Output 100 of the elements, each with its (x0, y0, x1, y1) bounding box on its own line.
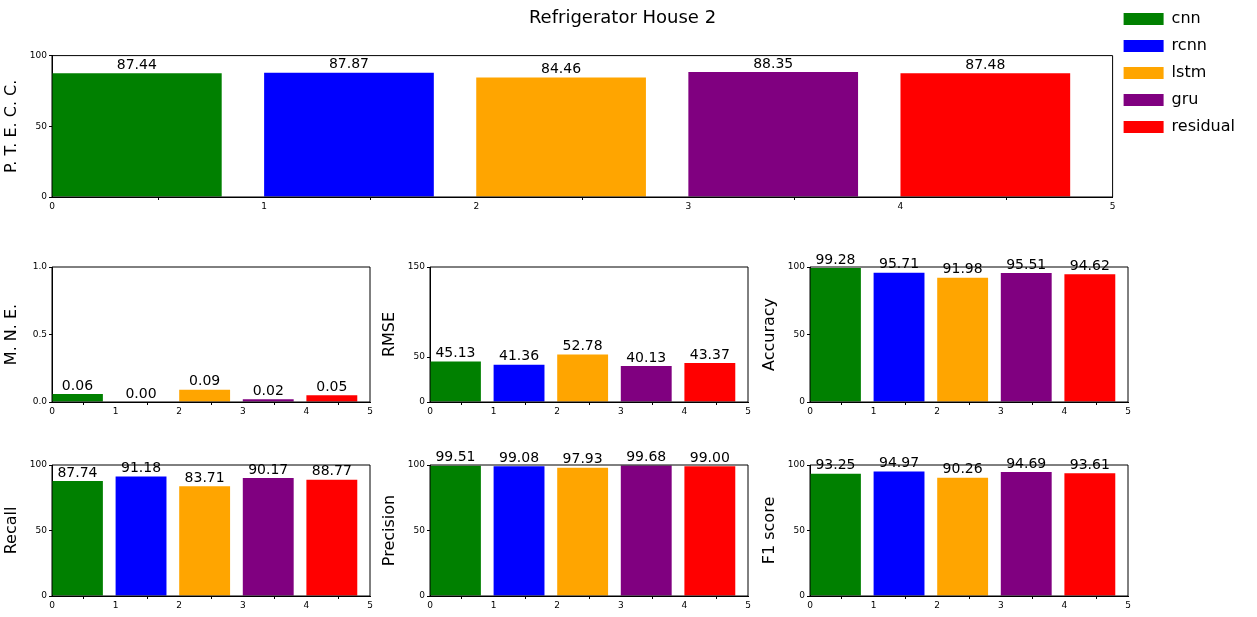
x-tick-label: 1 (870, 405, 877, 416)
y-axis-title: Precision (378, 494, 398, 567)
y-tick-label: 0 (41, 191, 48, 202)
x-tick-label: 2 (176, 599, 183, 610)
data-label: 99.00 (689, 448, 730, 465)
y-axis-title: Recall (0, 506, 20, 555)
x-tick-label: 5 (1109, 200, 1116, 211)
y-axis-title: Accuracy (758, 297, 778, 372)
y-tick-label: 0 (419, 396, 426, 407)
data-label: 87.87 (328, 55, 370, 72)
data-label: 41.36 (498, 347, 540, 364)
y-tick-label: 50 (793, 328, 806, 339)
bar (810, 473, 861, 596)
x-tick-label: 2 (176, 405, 183, 416)
x-tick-label: 1 (870, 599, 877, 610)
x-tick-label: 3 (239, 599, 246, 610)
y-tick-label: 50 (413, 351, 426, 362)
y-tick-label: 100 (787, 261, 806, 272)
bar (1064, 473, 1116, 596)
x-tick-label: 0 (807, 599, 814, 610)
x-tick-label: 3 (617, 405, 624, 416)
x-tick-label: 5 (745, 599, 751, 610)
data-label: 94.97 (878, 454, 920, 471)
y-tick-label: 0 (799, 590, 806, 601)
data-label: 43.37 (689, 345, 730, 362)
data-label: 99.08 (498, 448, 540, 465)
y-axis-title: P. T. E. C. C. (0, 79, 20, 173)
data-label: 94.69 (1006, 454, 1047, 471)
data-label: 0.05 (316, 377, 348, 394)
data-label: 95.51 (1006, 255, 1047, 272)
x-tick-label: 4 (303, 405, 310, 416)
data-label: 0.09 (189, 372, 221, 389)
x-tick-label: 3 (617, 599, 624, 610)
x-tick-label: 5 (745, 405, 751, 416)
x-tick-label: 2 (934, 405, 941, 416)
data-label: 93.61 (1069, 456, 1110, 473)
data-label: 95.71 (878, 255, 920, 272)
x-tick-label: 2 (554, 599, 561, 610)
y-tick-label: 50 (413, 524, 426, 535)
legend-label: residual (1171, 116, 1236, 136)
data-label: 0.00 (125, 384, 157, 401)
data-label: 90.26 (942, 460, 983, 477)
y-tick-label: 1.0 (32, 261, 48, 272)
x-tick-label: 4 (1061, 599, 1068, 610)
data-label: 88.77 (311, 462, 352, 479)
x-tick-label: 0 (49, 405, 56, 416)
data-label: 45.13 (435, 344, 476, 361)
y-tick-label: 150 (407, 261, 426, 272)
data-label: 93.25 (815, 456, 856, 473)
data-label: 99.28 (815, 250, 856, 267)
x-tick-label: 4 (681, 405, 688, 416)
y-tick-label: 100 (29, 459, 48, 470)
x-tick-label: 1 (490, 405, 497, 416)
y-axis-title: F1 score (758, 496, 778, 565)
x-tick-label: 1 (112, 599, 119, 610)
x-tick-label: 3 (997, 405, 1004, 416)
legend-label: lstm (1171, 62, 1207, 82)
data-label: 83.71 (184, 468, 225, 485)
x-tick-label: 2 (934, 599, 941, 610)
y-tick-label: 0 (41, 590, 48, 601)
y-tick-label: 50 (35, 524, 48, 535)
data-label: 94.62 (1069, 256, 1110, 273)
data-label: 87.44 (116, 56, 157, 72)
x-tick-label: 1 (490, 599, 497, 610)
bar (1000, 471, 1052, 596)
y-tick-label: 0 (799, 396, 806, 407)
legend-label: gru (1171, 89, 1199, 109)
data-label: 0.02 (252, 381, 284, 398)
x-tick-label: 3 (239, 405, 246, 416)
y-tick-label: 0.5 (32, 328, 47, 339)
bar (937, 477, 989, 596)
x-tick-label: 4 (681, 599, 688, 610)
x-tick-label: 0 (49, 200, 56, 211)
y-tick-label: 50 (35, 120, 48, 131)
x-tick-label: 5 (367, 405, 373, 416)
x-tick-label: 5 (367, 599, 373, 610)
x-tick-label: 2 (554, 405, 561, 416)
y-tick-label: 100 (787, 459, 806, 470)
data-label: 88.35 (753, 54, 794, 71)
x-tick-label: 5 (1125, 599, 1131, 610)
y-axis-title: M. N. E. (0, 303, 20, 366)
y-axis-title: RMSE (378, 311, 398, 358)
x-tick-label: 4 (1061, 405, 1068, 416)
data-label: 91.98 (942, 260, 983, 277)
legend-label: cnn (1171, 8, 1201, 28)
data-label: 90.17 (248, 460, 289, 477)
y-tick-label: 100 (29, 49, 48, 60)
data-label: 0.06 (61, 376, 94, 393)
legend-label: rcnn (1171, 35, 1207, 55)
data-label: 84.46 (541, 60, 582, 77)
data-label: 87.74 (57, 463, 98, 480)
x-tick-label: 0 (427, 599, 434, 610)
data-label: 99.68 (626, 448, 667, 465)
x-tick-label: 4 (897, 200, 904, 211)
x-tick-label: 4 (303, 599, 310, 610)
data-label: 99.51 (435, 448, 476, 465)
x-tick-label: 0 (49, 599, 56, 610)
y-tick-label: 100 (407, 459, 426, 470)
x-tick-label: 2 (473, 200, 480, 211)
data-label: 52.78 (562, 337, 603, 354)
